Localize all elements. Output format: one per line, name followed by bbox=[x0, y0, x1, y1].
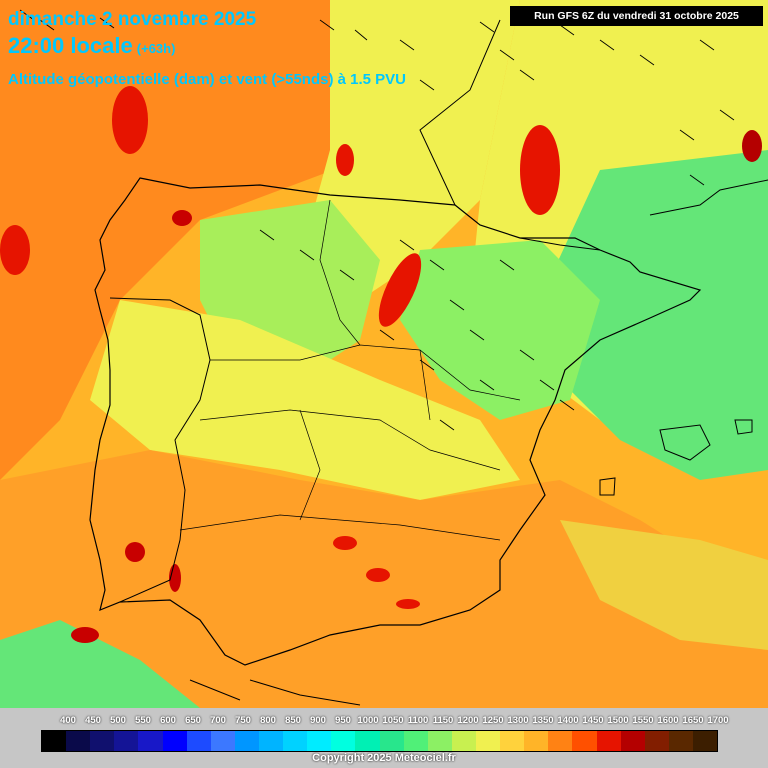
legend-tick-label: 1000 bbox=[357, 715, 379, 726]
legend-tick-label: 1150 bbox=[432, 715, 454, 726]
legend-tick-label: 1350 bbox=[532, 715, 554, 726]
red-cell bbox=[742, 130, 762, 162]
field-green-ebro bbox=[400, 240, 600, 420]
legend-tick-label: 750 bbox=[235, 715, 251, 726]
legend-tick-label: 1050 bbox=[382, 715, 404, 726]
france-spain-border bbox=[419, 19, 601, 251]
legend-tick-label: 800 bbox=[260, 715, 276, 726]
legend-swatch bbox=[66, 731, 91, 751]
run-info: Run GFS 6Z du vendredi 31 octobre 2025 bbox=[510, 6, 763, 26]
legend-tick-label: 1450 bbox=[582, 715, 604, 726]
color-scale bbox=[41, 730, 718, 752]
legend-swatch bbox=[596, 731, 621, 751]
legend-swatch bbox=[403, 731, 428, 751]
field-yellow-se bbox=[560, 520, 768, 650]
legend-swatch bbox=[644, 731, 669, 751]
morocco-coast bbox=[189, 679, 361, 706]
legend-tick-label: 1550 bbox=[632, 715, 654, 726]
legend-tick-label: 1300 bbox=[507, 715, 529, 726]
region-borders bbox=[179, 199, 521, 541]
legend-tick-label: 550 bbox=[135, 715, 151, 726]
legend-tick-label: 1100 bbox=[407, 715, 429, 726]
legend-swatch bbox=[162, 731, 187, 751]
red-cell bbox=[172, 210, 192, 226]
legend-swatch bbox=[234, 731, 259, 751]
red-cell bbox=[396, 599, 420, 609]
legend-swatch bbox=[258, 731, 284, 751]
legend-swatch bbox=[90, 731, 115, 751]
legend-tick-label: 1500 bbox=[607, 715, 629, 726]
legend-swatch bbox=[355, 731, 380, 751]
red-cell bbox=[378, 253, 422, 327]
legend-tick-label: 600 bbox=[160, 715, 176, 726]
red-cell bbox=[366, 568, 390, 582]
legend-tick-label: 900 bbox=[310, 715, 326, 726]
legend-tick-label: 1200 bbox=[457, 715, 479, 726]
forecast-lead: (+63h) bbox=[136, 41, 176, 56]
legend-swatch bbox=[668, 731, 693, 751]
legend-swatch bbox=[427, 731, 452, 751]
forecast-time: 22:00 locale (+63h) bbox=[8, 33, 175, 59]
red-cell bbox=[125, 542, 145, 562]
legend-tick-label: 1650 bbox=[682, 715, 704, 726]
legend-swatch bbox=[500, 731, 525, 751]
legend-swatch bbox=[138, 731, 163, 751]
legend-tick-label: 1400 bbox=[557, 715, 579, 726]
red-cell bbox=[71, 627, 99, 643]
legend-swatch bbox=[379, 731, 404, 751]
legend-swatch bbox=[186, 731, 211, 751]
field-green-sw bbox=[0, 620, 200, 708]
legend-tick-label: 400 bbox=[60, 715, 76, 726]
legend-tick-label: 950 bbox=[335, 715, 351, 726]
field-yellow-center bbox=[90, 300, 520, 500]
legend-tick-label: 1600 bbox=[657, 715, 679, 726]
legend-swatch bbox=[692, 731, 718, 751]
forecast-time-label: 22:00 locale bbox=[8, 33, 133, 58]
red-cell bbox=[333, 536, 357, 550]
africa-coast-line bbox=[649, 179, 768, 216]
legend-tick-label: 700 bbox=[210, 715, 226, 726]
legend-tick-label: 850 bbox=[285, 715, 301, 726]
legend-swatch bbox=[42, 731, 67, 751]
balearic-islands bbox=[599, 419, 753, 496]
legend-swatch bbox=[210, 731, 235, 751]
legend-swatch bbox=[331, 731, 356, 751]
legend-tick-label: 650 bbox=[185, 715, 201, 726]
red-cell bbox=[0, 225, 30, 275]
legend-swatch bbox=[283, 731, 308, 751]
red-cell bbox=[520, 125, 560, 215]
legend-swatch bbox=[114, 731, 139, 751]
red-cell bbox=[112, 86, 148, 154]
legend-swatch bbox=[572, 731, 597, 751]
legend-swatch bbox=[548, 731, 573, 751]
copyright: Copyright 2025 Meteociel.fr bbox=[312, 752, 456, 764]
legend-tick-label: 500 bbox=[110, 715, 126, 726]
legend-tick-label: 1700 bbox=[707, 715, 729, 726]
legend-ticks: 400 450 500 550 600 650 700 750 800 850 900 950 1000… bbox=[58, 715, 729, 727]
forecast-date: dimanche 2 novembre 2025 bbox=[8, 9, 257, 30]
iberia-coastline bbox=[89, 177, 702, 666]
legend-swatch bbox=[475, 731, 501, 751]
field-orange-west bbox=[0, 0, 380, 480]
legend-tick-label: 1250 bbox=[482, 715, 504, 726]
legend-swatch bbox=[307, 731, 332, 751]
legend-swatch bbox=[620, 731, 645, 751]
wind-arrows bbox=[19, 9, 735, 431]
field-green-east bbox=[540, 150, 768, 480]
legend-swatch bbox=[451, 731, 476, 751]
field-yellow-north bbox=[300, 0, 520, 300]
legend-swatch bbox=[524, 731, 549, 751]
legend-tick-label: 450 bbox=[85, 715, 101, 726]
portugal-border bbox=[109, 297, 211, 603]
map-subtitle: Altitude géopotentielle (dam) et vent (>… bbox=[8, 71, 406, 88]
red-cell bbox=[336, 144, 354, 176]
